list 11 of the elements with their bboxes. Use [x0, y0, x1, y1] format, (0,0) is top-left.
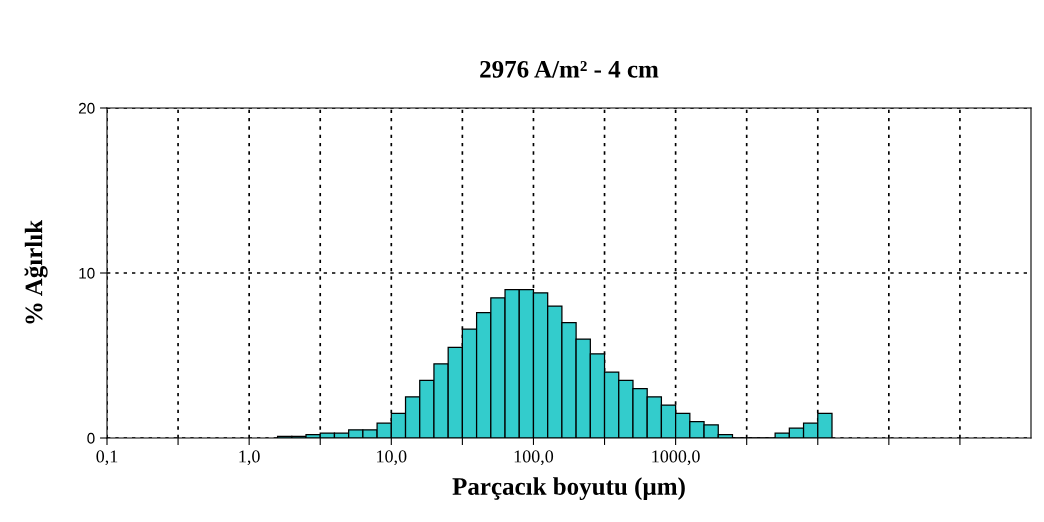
- x-tick-label: 1000,0: [652, 450, 700, 466]
- y-axis-title: % Ağırlık: [24, 219, 48, 324]
- y-tick-label: 10: [79, 267, 95, 279]
- x-tick-label: 0,1: [96, 450, 118, 466]
- x-tick-label: 10,0: [377, 450, 407, 466]
- y-tick-label: 20: [78, 102, 95, 114]
- chart-title: 2976 A/m² - 4 cm: [480, 60, 659, 78]
- x-tick-label: 1,0: [239, 450, 260, 466]
- y-tick-label: 0: [87, 432, 95, 444]
- x-tick-label: 100,0: [514, 450, 554, 466]
- x-axis-title: Parçacık boyutu (µm): [452, 477, 685, 501]
